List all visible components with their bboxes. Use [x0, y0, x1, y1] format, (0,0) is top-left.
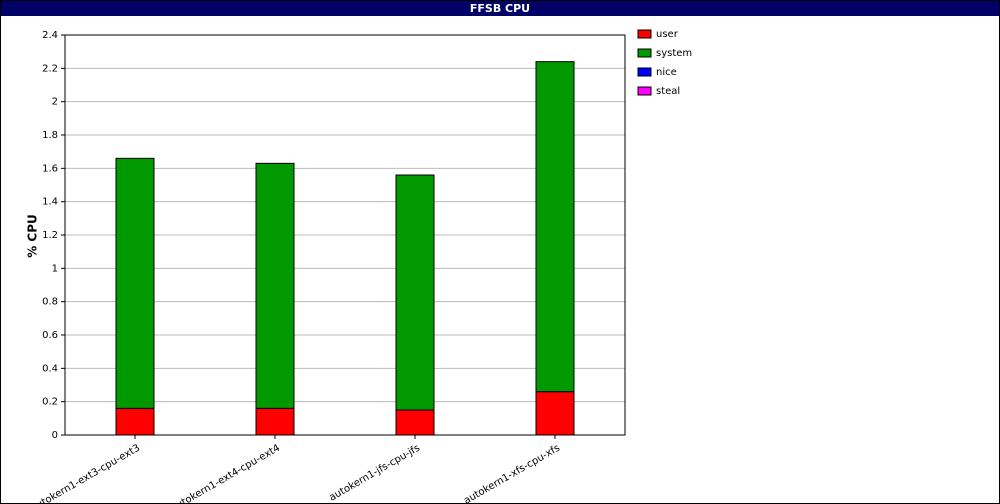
- y-tick-label: 0: [52, 430, 58, 441]
- bar-segment: [115, 157, 155, 409]
- y-tick-label: 0.8: [42, 297, 58, 308]
- legend-swatch: [637, 29, 652, 39]
- legend-swatch: [637, 86, 652, 96]
- legend-label: user: [656, 29, 679, 40]
- legend-label: system: [656, 48, 692, 59]
- y-tick-label: 2.4: [42, 30, 58, 41]
- plot-border: [64, 34, 626, 436]
- legend-label: nice: [656, 67, 677, 78]
- title-bar: [1, 1, 999, 16]
- bar-segment: [115, 407, 155, 436]
- y-tick-label: 1.8: [42, 130, 58, 141]
- y-tick-label: 1.6: [42, 163, 58, 174]
- y-tick-label: 0.4: [42, 363, 58, 374]
- legend-label: steal: [656, 86, 680, 97]
- y-tick-label: 0.2: [42, 397, 58, 408]
- y-tick-label: 2: [52, 97, 58, 108]
- chart-title: FFSB CPU: [470, 2, 530, 15]
- bar-segment: [255, 162, 295, 409]
- y-tick-label: 0.6: [42, 330, 58, 341]
- bar-segment: [535, 61, 575, 393]
- bar-segment: [395, 174, 435, 411]
- y-tick-label: 1.4: [42, 197, 58, 208]
- y-axis-label: % CPU: [26, 214, 40, 258]
- legend-swatch: [637, 67, 652, 77]
- bar-segment: [395, 409, 435, 436]
- y-tick-label: 2.2: [42, 63, 58, 74]
- y-tick-label: 1: [52, 263, 58, 274]
- bar-segment: [255, 407, 295, 436]
- y-tick-label: 1.2: [42, 230, 58, 241]
- bar-segment: [535, 391, 575, 436]
- legend-swatch: [637, 48, 652, 58]
